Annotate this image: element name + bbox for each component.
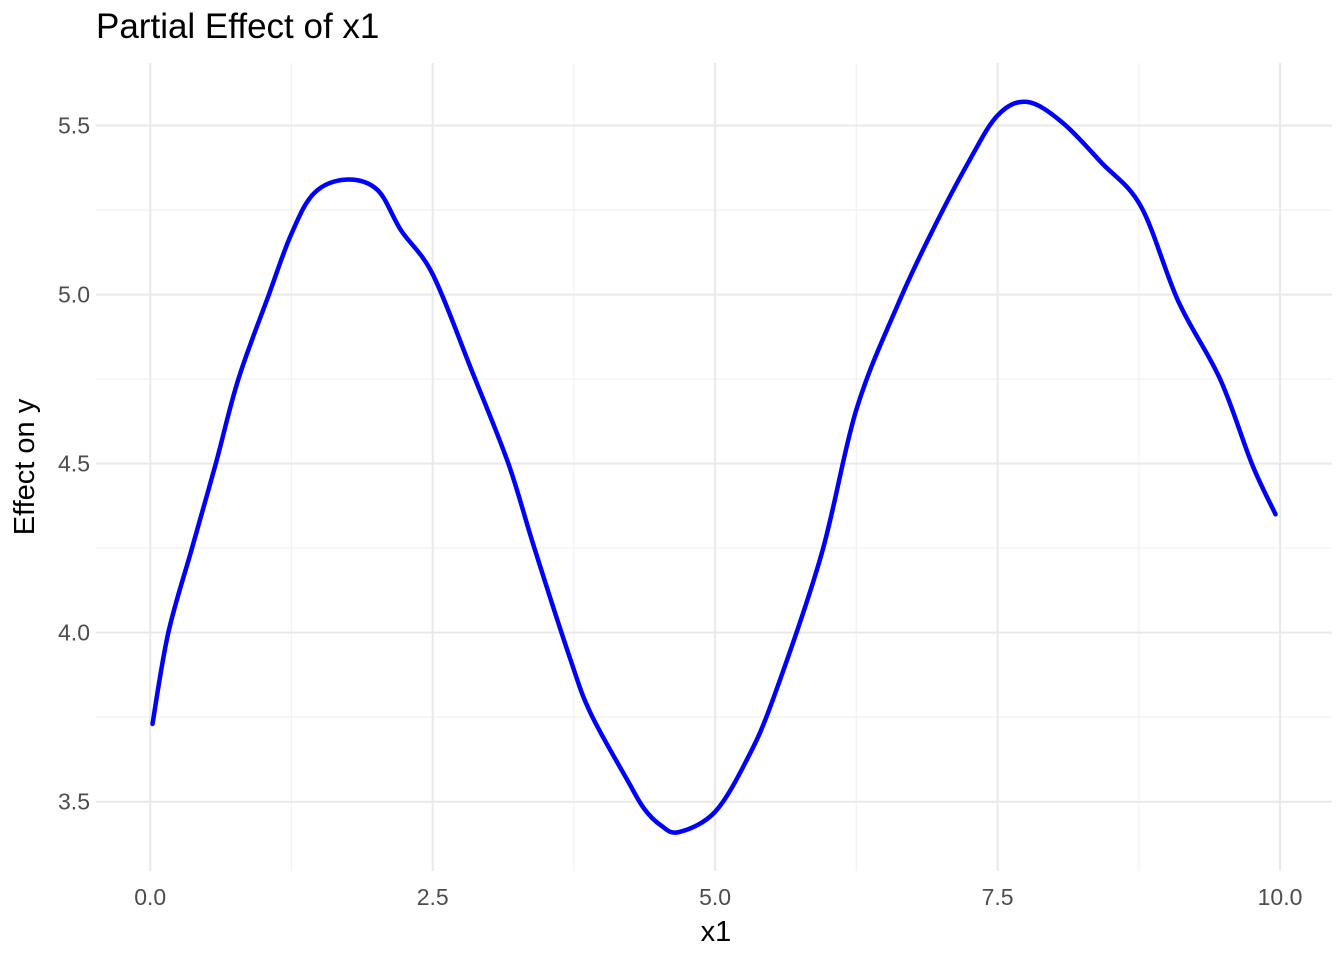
x-tick-label: 5.0: [699, 884, 731, 910]
y-axis-title: Effect on y: [9, 398, 41, 535]
y-tick-label: 5.0: [58, 282, 90, 308]
x-tick-label: 2.5: [417, 884, 449, 910]
major-gridlines: [96, 63, 1332, 871]
plot-title: Partial Effect of x1: [96, 7, 379, 46]
x-tick-label: 0.0: [134, 884, 166, 910]
smooth-line-layer: [150, 99, 1278, 835]
x-axis-tick-labels: 0.0 2.5 5.0 7.5 10.0: [134, 884, 1302, 910]
smooth-line: [150, 99, 1278, 835]
minor-gridlines: [96, 63, 1332, 871]
x-axis-title: x1: [701, 916, 732, 948]
y-tick-label: 3.5: [58, 789, 90, 815]
y-tick-label: 5.5: [58, 113, 90, 139]
y-tick-label: 4.5: [58, 451, 90, 477]
x-tick-label: 7.5: [982, 884, 1014, 910]
y-tick-label: 4.0: [58, 620, 90, 646]
y-axis-tick-labels: 3.5 4.0 4.5 5.0 5.5: [58, 113, 90, 815]
x-tick-label: 10.0: [1258, 884, 1303, 910]
